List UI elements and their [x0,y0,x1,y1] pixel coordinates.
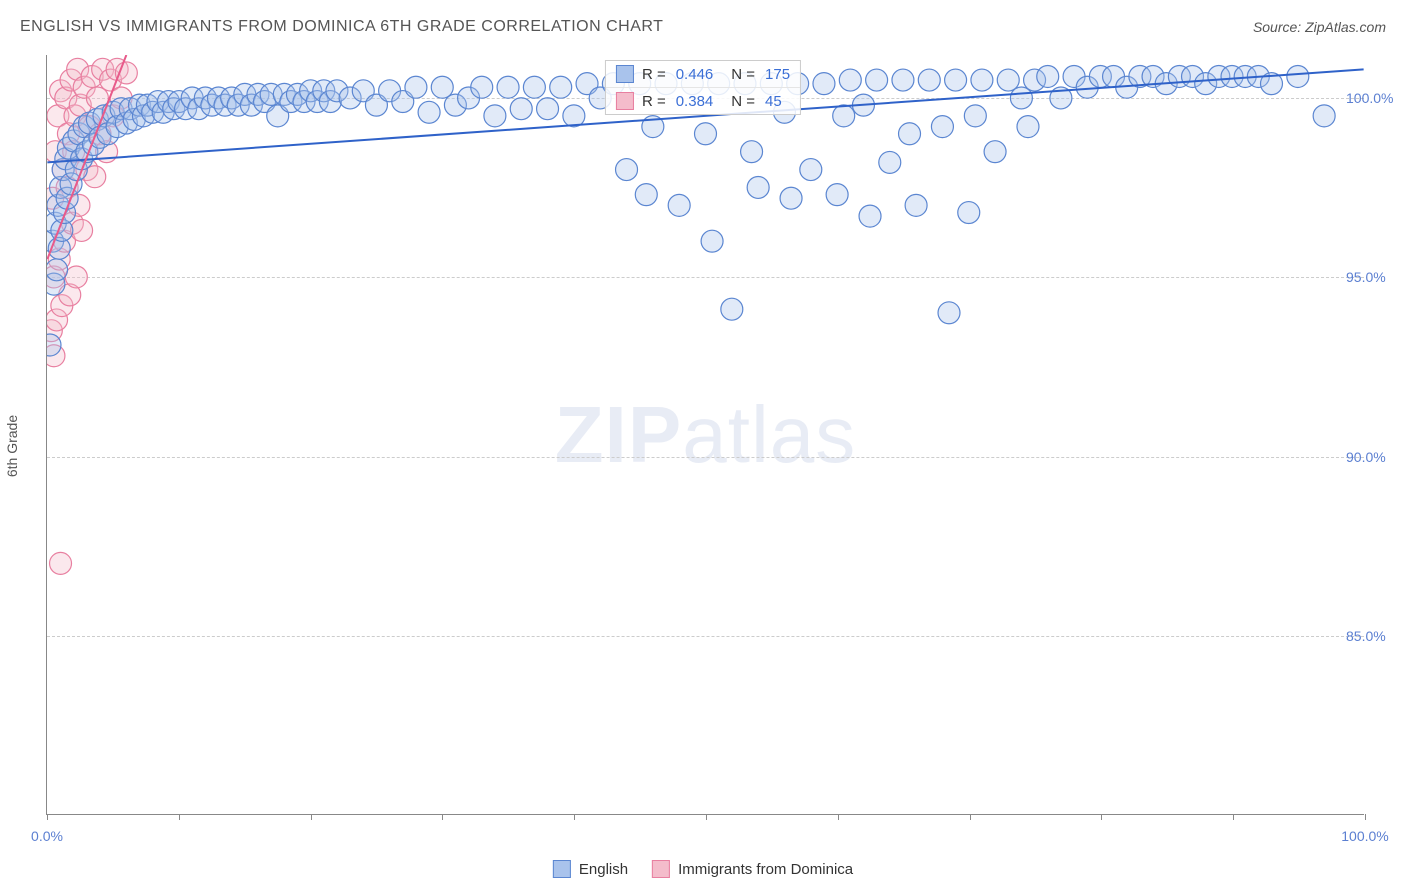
trend-lines-layer [47,55,1364,814]
y-axis-label: 6th Grade [4,415,20,477]
xtick [970,814,971,820]
xtick [574,814,575,820]
series-legend: English Immigrants from Dominica [553,860,853,878]
series-legend-item: Immigrants from Dominica [652,860,853,878]
legend-n-label: N = [731,93,755,110]
xtick-label: 0.0% [31,828,63,844]
legend-swatch [652,860,670,878]
xtick [838,814,839,820]
xtick [311,814,312,820]
xtick [1233,814,1234,820]
xtick [442,814,443,820]
legend-n-label: N = [731,66,755,83]
xtick [1101,814,1102,820]
plot-area: ZIPatlas 85.0%90.0%95.0%100.0%0.0%100.0% [46,55,1364,815]
source-label: Source: ZipAtlas.com [1253,19,1386,35]
xtick [47,814,48,820]
xtick-label: 100.0% [1341,828,1388,844]
legend-swatch [616,65,634,83]
series-legend-label: English [579,861,628,878]
legend-r-label: R = [642,93,666,110]
xtick [1365,814,1366,820]
xtick [706,814,707,820]
series-legend-item: English [553,860,628,878]
legend-n-value: 45 [765,93,782,110]
correlation-legend-row: R = 0.384 N = 45 [606,87,800,114]
series-legend-label: Immigrants from Dominica [678,861,853,878]
legend-r-value: 0.384 [676,93,714,110]
legend-swatch [616,92,634,110]
legend-swatch [553,860,571,878]
legend-r-value: 0.446 [676,66,714,83]
chart-title: ENGLISH VS IMMIGRANTS FROM DOMINICA 6TH … [20,18,663,36]
correlation-legend: R = 0.446 N = 175 R = 0.384 N = 45 [605,60,801,115]
legend-n-value: 175 [765,66,790,83]
correlation-legend-row: R = 0.446 N = 175 [606,61,800,87]
legend-r-label: R = [642,66,666,83]
title-bar: ENGLISH VS IMMIGRANTS FROM DOMINICA 6TH … [20,18,1386,36]
xtick [179,814,180,820]
